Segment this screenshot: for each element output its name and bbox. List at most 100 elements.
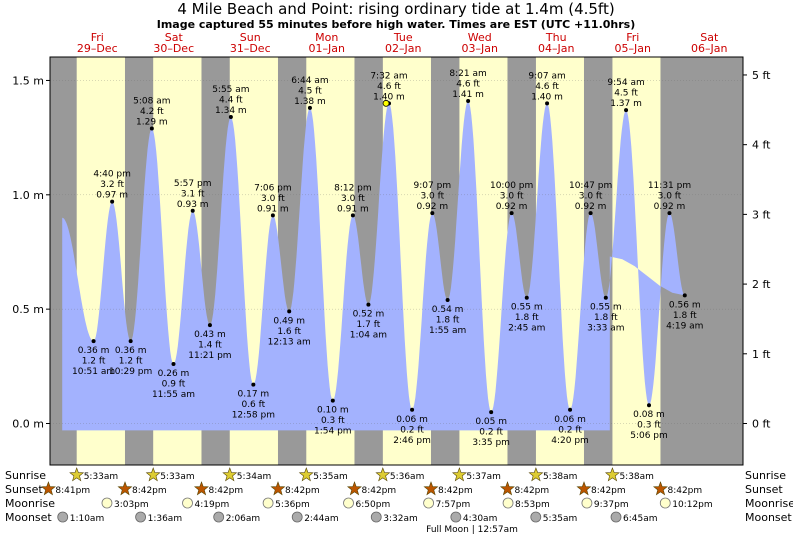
right-tick-label: 3 ft [752, 208, 771, 221]
high-tide-label: 4.4 ft [219, 96, 243, 106]
low-tide-point [524, 295, 529, 300]
low-tide-label: 1:55 am [429, 326, 466, 336]
low-tide-label: 0.6 ft [241, 400, 265, 410]
high-tide-label: 11:31 pm [648, 181, 691, 191]
day-date: 02–Jan [385, 42, 421, 55]
sunset-icon [499, 481, 515, 496]
high-tide-point [350, 213, 355, 218]
low-tide-label: 1.8 ft [673, 311, 697, 321]
day-name: Sun [240, 31, 261, 44]
moonrise-icon [182, 497, 193, 509]
moonset-time: 2:06am [226, 514, 261, 524]
low-tide-label: 10:29 pm [109, 367, 152, 377]
sunrise-icon [528, 467, 544, 482]
moonrise-row-label-right: Moonrise [745, 497, 793, 510]
low-tide-label: 0.05 m [475, 417, 507, 427]
day-name: Wed [468, 31, 492, 44]
high-tide-label: 3.0 ft [658, 192, 682, 202]
sunset-time: 8:42pm [208, 486, 243, 496]
low-tide-label: 0.54 m [432, 305, 464, 315]
low-tide-label: 1.6 ft [277, 327, 301, 337]
plot-frame [49, 56, 744, 466]
low-tide-point [410, 407, 415, 412]
low-tide-label: 0.9 ft [162, 380, 186, 390]
high-tide-label: 7:32 am [370, 71, 407, 81]
moonset-time: 3:32am [383, 514, 418, 524]
high-tide-point [110, 199, 115, 204]
low-tide-label: 1.2 ft [119, 357, 143, 367]
tide-area [62, 101, 685, 431]
high-tide-label: 1.40 m [373, 92, 405, 102]
sunrise-time: 5:38am [619, 472, 654, 482]
sunrise-time: 5:37am [466, 472, 501, 482]
chart-title: 4 Mile Beach and Point: rising ordinary … [177, 0, 614, 18]
low-tide-label: 1:04 am [350, 331, 387, 341]
high-tide-label: 5:08 am [133, 96, 170, 106]
day-name: Thu [545, 31, 567, 44]
sunset-icon [40, 481, 56, 496]
sunrise-time: 5:33am [160, 472, 195, 482]
high-tide-label: 0.92 m [416, 202, 448, 212]
sunrise-time: 5:35am [313, 472, 348, 482]
high-tide-label: 10:00 pm [490, 181, 533, 191]
left-tick-label: 1.5 m [12, 74, 44, 87]
moonset-time: 5:35am [543, 514, 578, 524]
sunset-time: 8:41pm [55, 486, 90, 496]
low-tide-label: 0.56 m [669, 300, 701, 310]
low-tide-point [171, 362, 176, 367]
left-tick-label: 1.0 m [12, 189, 44, 202]
high-tide-label: 9:07 am [528, 71, 565, 81]
low-tide-label: 0.36 m [78, 346, 110, 356]
right-tick-label: 4 ft [752, 139, 771, 152]
high-tide-point [667, 211, 672, 216]
sunrise-time: 5:34am [237, 472, 272, 482]
chart-subtitle: Image captured 55 minutes before high wa… [157, 18, 636, 31]
low-tide-label: 0.17 m [238, 390, 270, 400]
high-tide-label: 4.6 ft [535, 82, 559, 92]
low-tide-point [207, 323, 212, 328]
low-tide-label: 0.55 m [511, 303, 543, 313]
day-date: 31–Dec [230, 42, 271, 55]
high-tide-point [545, 101, 550, 106]
high-tide-label: 8:12 pm [334, 183, 372, 193]
high-tide-label: 3.2 ft [100, 180, 124, 190]
moonrise-icon [581, 497, 593, 509]
high-tide-point [509, 211, 514, 216]
sunrise-row-label-right: Sunrise [745, 469, 786, 482]
sunset-row-label-right: Sunset [745, 483, 783, 496]
day-date: 01–Jan [309, 42, 345, 55]
moonrise-icon [262, 497, 274, 509]
moonset-icon [610, 511, 622, 523]
low-tide-point [568, 407, 573, 412]
low-tide-label: 4:20 pm [551, 436, 589, 446]
sunrise-time: 5:36am [390, 472, 425, 482]
high-tide-point [149, 126, 154, 131]
sunset-time: 8:42pm [285, 486, 320, 496]
sunrise-icon [298, 467, 314, 482]
day-name: Mon [315, 31, 338, 44]
low-tide-point [128, 339, 133, 344]
high-tide-label: 0.93 m [177, 200, 209, 210]
sunset-time: 8:42pm [667, 486, 702, 496]
low-tide-label: 1.8 ft [436, 316, 460, 326]
left-tick-label: 0.5 m [12, 303, 44, 316]
moonrise-time: 7:57pm [436, 500, 471, 510]
moonrise-time: 3:03pm [114, 500, 149, 510]
low-tide-label: 0.3 ft [321, 416, 345, 426]
low-tide-label: 0.3 ft [637, 421, 661, 431]
high-tide-label: 9:54 am [607, 78, 644, 88]
moonrise-row-label-left: Moonrise [5, 497, 55, 510]
low-tide-point [330, 398, 335, 403]
low-tide-label: 1.2 ft [82, 357, 106, 367]
day-name: Fri [91, 31, 104, 44]
moonrise-time: 6:50pm [356, 500, 391, 510]
sunset-time: 8:42pm [361, 486, 396, 496]
moonrise-time: 9:37pm [594, 500, 629, 510]
sunset-icon [652, 481, 668, 496]
day-date: 04–Jan [538, 42, 574, 55]
left-tick-label: 0.0 m [12, 418, 44, 431]
low-tide-label: 0.43 m [194, 330, 226, 340]
sunrise-icon [604, 467, 620, 482]
sunrise-icon [451, 467, 467, 482]
